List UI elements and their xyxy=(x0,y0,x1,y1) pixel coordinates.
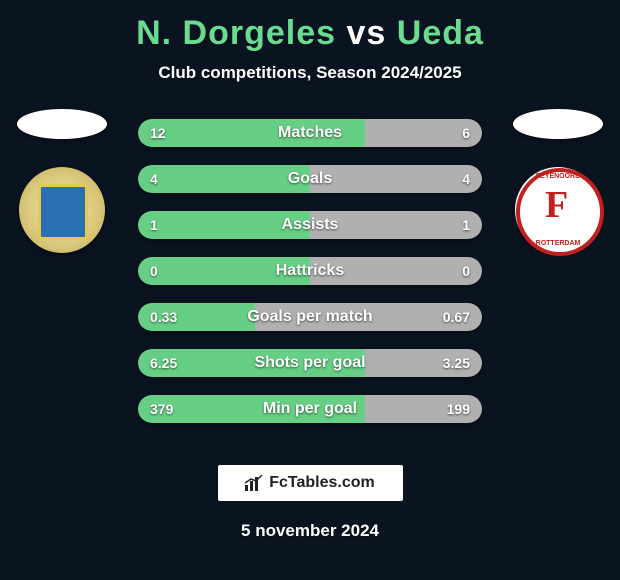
comparison-body: FEYENOORD F ROTTERDAM 126Matches44Goals1… xyxy=(0,119,620,449)
right-player-column: FEYENOORD F ROTTERDAM xyxy=(508,109,608,253)
club-right-text-top: FEYENOORD xyxy=(515,173,601,180)
stat-row: 11Assists xyxy=(138,211,482,239)
stat-bars-container: 126Matches 44Goals 11Assists 00Hattricks 0.3… xyxy=(138,119,482,441)
player1-name: N. Dorgeles xyxy=(136,14,336,52)
player1-silhouette xyxy=(17,109,107,139)
stat-row: 126Matches xyxy=(138,119,482,147)
club-right-logo: FEYENOORD F ROTTERDAM xyxy=(515,167,601,253)
stat-row: 00Hattricks xyxy=(138,257,482,285)
stat-label: Min per goal xyxy=(138,400,482,418)
vs-text: vs xyxy=(346,14,386,52)
stat-label: Assists xyxy=(138,216,482,234)
chart-icon xyxy=(245,475,263,491)
stat-label: Hattricks xyxy=(138,262,482,280)
club-right-initial: F xyxy=(545,183,568,227)
stat-row: 379199Min per goal xyxy=(138,395,482,423)
player2-name: Ueda xyxy=(397,14,484,52)
stat-label: Goals xyxy=(138,170,482,188)
subtitle-text: Club competitions, Season 2024/2025 xyxy=(0,63,620,83)
stat-row: 0.330.67Goals per match xyxy=(138,303,482,331)
club-left-logo xyxy=(19,167,105,253)
stat-label: Goals per match xyxy=(138,308,482,326)
stat-row: 6.253.25Shots per goal xyxy=(138,349,482,377)
left-player-column xyxy=(12,109,112,253)
date-text: 5 november 2024 xyxy=(0,521,620,541)
source-text: FcTables.com xyxy=(269,474,375,492)
stat-row: 44Goals xyxy=(138,165,482,193)
comparison-title: N. Dorgeles vs Ueda xyxy=(0,0,620,53)
player2-silhouette xyxy=(513,109,603,139)
stat-label: Matches xyxy=(138,124,482,142)
stat-label: Shots per goal xyxy=(138,354,482,372)
source-badge[interactable]: FcTables.com xyxy=(218,465,403,501)
club-right-text-bottom: ROTTERDAM xyxy=(515,240,601,247)
